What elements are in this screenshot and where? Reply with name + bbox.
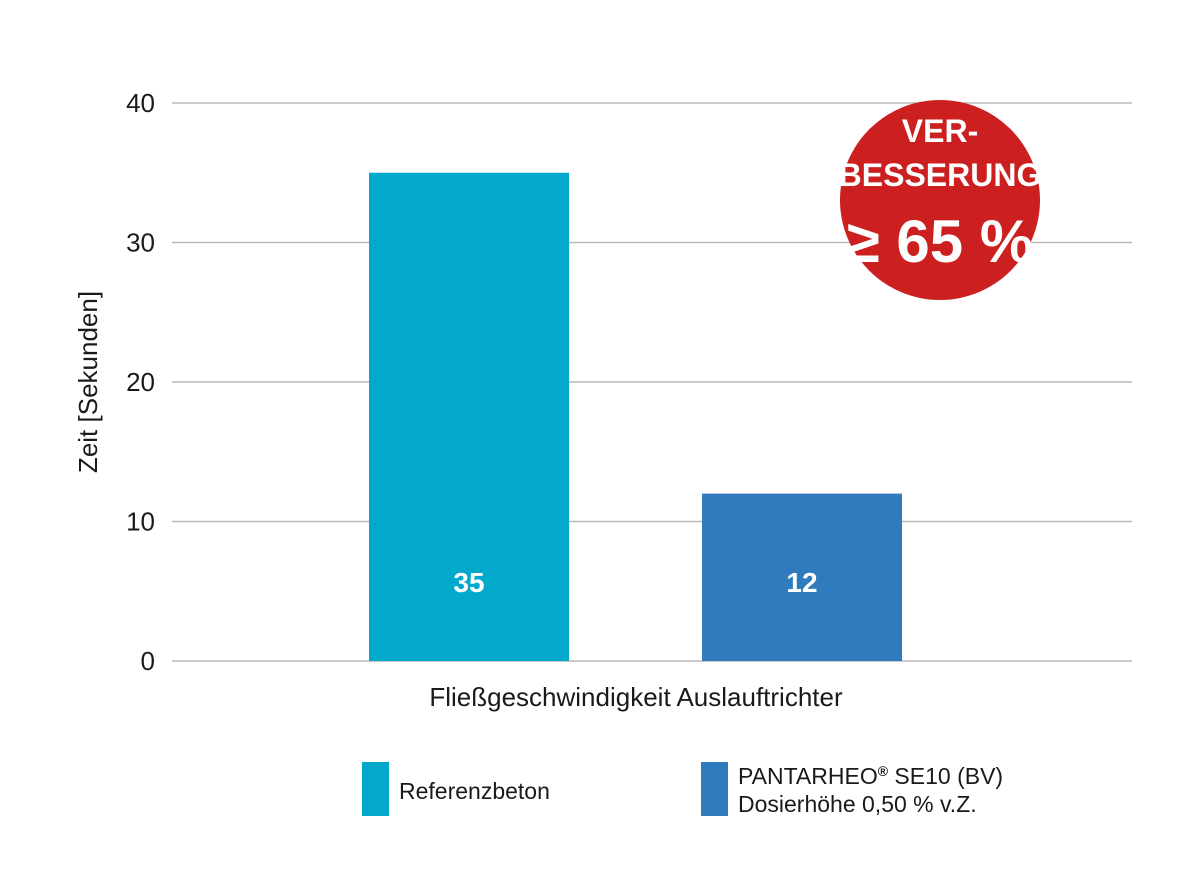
bar-pantarheo: [702, 493, 902, 661]
legend-label-referenzbeton: Referenzbeton: [399, 778, 550, 804]
bar-referenzbeton: [369, 172, 569, 661]
bar-value-label: 12: [786, 567, 817, 598]
y-tick-label: 40: [126, 88, 155, 118]
bars: 35 12: [369, 172, 902, 661]
legend: Referenzbeton PANTARHEO® SE10 (BV) Dosie…: [0, 762, 1200, 822]
legend-label-pantarheo-brand: PANTARHEO: [738, 763, 878, 789]
legend-label-pantarheo: PANTARHEO® SE10 (BV) Dosierhöhe 0,50 % v…: [738, 762, 1003, 818]
y-tick-label: 30: [126, 228, 155, 258]
y-tick-label: 20: [126, 367, 155, 397]
legend-swatch-referenzbeton: [362, 762, 389, 816]
y-tick-label: 0: [141, 646, 155, 676]
y-axis-title: Zeit [Sekunden]: [73, 291, 103, 473]
registered-mark: ®: [877, 763, 889, 779]
improvement-badge: VER- BESSERUNG ≥ 65 %: [839, 100, 1042, 300]
legend-item-pantarheo: PANTARHEO® SE10 (BV) Dosierhöhe 0,50 % v…: [701, 762, 1003, 818]
y-tick-labels: 0 10 20 30 40: [126, 88, 155, 676]
badge-line2: BESSERUNG: [839, 157, 1042, 193]
legend-label-pantarheo-dosage: Dosierhöhe 0,50 % v.Z.: [738, 791, 977, 817]
x-axis-title: Fließgeschwindigkeit Auslauftrichter: [429, 682, 843, 712]
bar-value-label: 35: [453, 567, 484, 598]
badge-line3: ≥ 65 %: [847, 208, 1033, 275]
legend-item-referenzbeton: Referenzbeton: [362, 762, 550, 816]
y-tick-label: 10: [126, 507, 155, 537]
legend-swatch-pantarheo: [701, 762, 728, 816]
legend-label-pantarheo-product: SE10 (BV): [888, 763, 1004, 789]
badge-circle: [840, 100, 1040, 300]
badge-line1: VER-: [902, 113, 978, 149]
